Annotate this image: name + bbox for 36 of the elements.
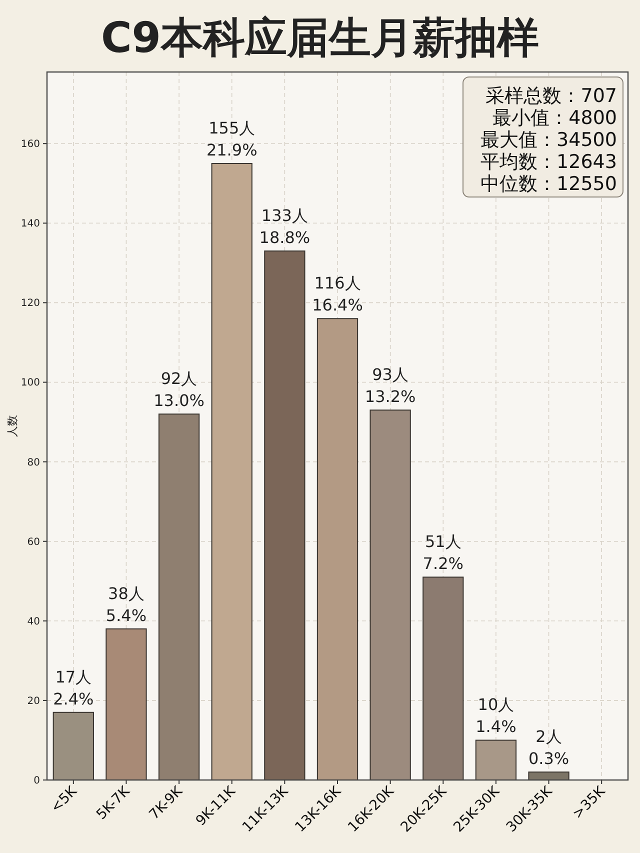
y-tick-label: 0 xyxy=(34,776,40,786)
bar xyxy=(264,250,306,780)
bar xyxy=(211,162,252,780)
chart-title: C9本科应届生月薪抽样 xyxy=(100,13,540,62)
data-label: 51人 7.2% xyxy=(422,532,464,574)
bar xyxy=(52,712,94,780)
y-tick-label: 40 xyxy=(27,616,40,628)
data-label: 2人 0.3% xyxy=(528,727,570,768)
bar xyxy=(106,628,147,780)
bar xyxy=(316,318,358,780)
y-tick-label: 140 xyxy=(20,218,40,230)
y-tick-label: 160 xyxy=(20,139,40,150)
data-label: 116人 16.4% xyxy=(312,274,363,315)
annotation: 最小值：4800 xyxy=(492,107,617,129)
bar xyxy=(158,414,200,780)
y-tick-label: 20 xyxy=(27,696,40,707)
data-label: 133人 18.8% xyxy=(259,206,310,247)
bar xyxy=(475,740,517,780)
data-label: 38人 5.4% xyxy=(106,584,147,625)
bar xyxy=(422,576,464,780)
annotation: 中位数：12550 xyxy=(480,173,617,195)
y-tick-label: 60 xyxy=(27,536,40,548)
y-tick-label: 120 xyxy=(20,298,40,310)
bar xyxy=(528,772,570,780)
data-label: 10人 1.4% xyxy=(476,695,516,736)
y-axis-title: 人数 xyxy=(6,415,19,437)
data-label: 155人 21.9% xyxy=(206,118,258,160)
y-tick-label: 80 xyxy=(27,457,40,468)
y-tick-label: 100 xyxy=(20,378,40,389)
annotation: 采样总数：707 xyxy=(486,85,617,107)
data-label: 92人 13.0% xyxy=(154,369,204,410)
annotation: 平均数：12643 xyxy=(480,151,617,173)
annotation: 最大值：34500 xyxy=(480,129,617,151)
data-label: 93人 13.2% xyxy=(364,365,416,406)
data-label: 17人 2.4% xyxy=(53,667,94,708)
bar xyxy=(370,410,411,780)
